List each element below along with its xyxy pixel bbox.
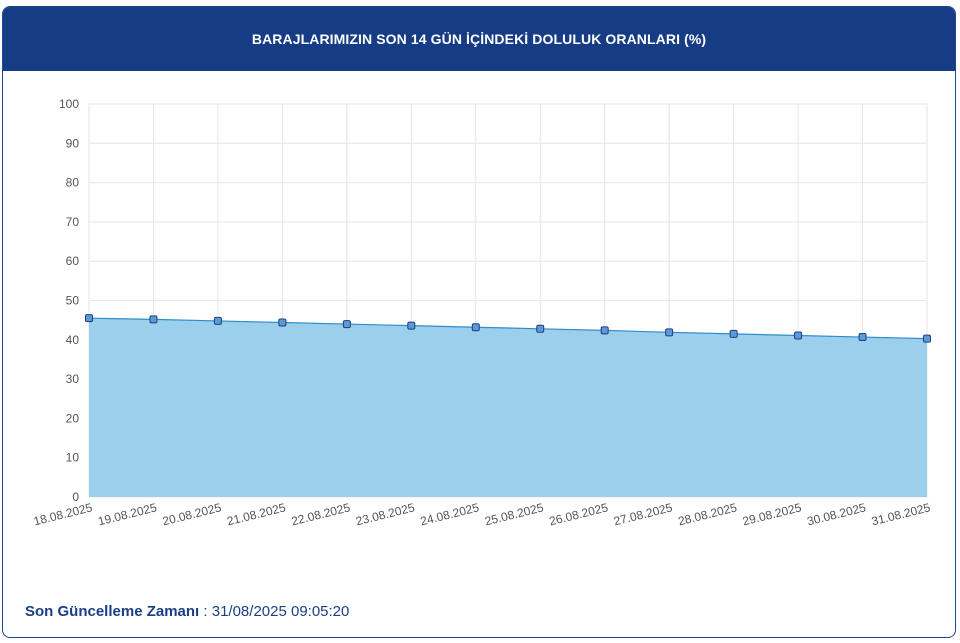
chart-card: BARAJLARIMIZIN SON 14 GÜN İÇİNDEKİ DOLUL… — [2, 6, 956, 638]
x-tick-label: 25.08.2025 — [483, 500, 545, 528]
data-point — [407, 321, 416, 330]
area-series — [88, 317, 928, 497]
x-tick-label: 24.08.2025 — [419, 500, 481, 528]
last-update-value: 31/08/2025 09:05:20 — [211, 603, 350, 620]
y-tick-label: 30 — [66, 372, 80, 386]
x-tick-label: 31.08.2025 — [870, 500, 932, 528]
x-tick-label: 20.08.2025 — [161, 500, 223, 528]
data-point — [729, 329, 738, 338]
x-tick-label: 19.08.2025 — [97, 500, 159, 528]
y-tick-label: 50 — [66, 294, 80, 308]
data-point — [149, 315, 158, 324]
y-axis-ticks: 0 10 20 30 40 50 60 70 80 90 100 — [59, 97, 79, 504]
last-update-separator: : — [199, 603, 212, 620]
data-point — [85, 314, 93, 323]
x-tick-label: 21.08.2025 — [225, 500, 287, 528]
data-point — [213, 316, 222, 325]
y-tick-label: 80 — [66, 176, 80, 190]
x-tick-label: 30.08.2025 — [806, 500, 868, 528]
markers — [85, 314, 931, 343]
x-tick-label: 29.08.2025 — [741, 500, 803, 528]
chart-area: 0 10 20 30 40 50 60 70 80 90 100 18.08.2025 19.08.2… — [32, 97, 932, 528]
y-tick-label: 100 — [59, 97, 79, 111]
y-tick-label: 60 — [66, 254, 80, 268]
data-point — [858, 333, 867, 342]
x-tick-label: 28.08.2025 — [677, 500, 739, 528]
area-fill — [89, 318, 927, 497]
data-point — [536, 324, 545, 333]
x-tick-label: 18.08.2025 — [32, 500, 94, 528]
data-point — [794, 331, 803, 340]
y-tick-label: 20 — [66, 411, 80, 425]
data-point — [665, 328, 674, 337]
last-update: Son Güncelleme Zamanı : 31/08/2025 09:05… — [25, 603, 349, 620]
x-tick-label: 26.08.2025 — [548, 500, 610, 528]
y-tick-label: 10 — [66, 451, 80, 465]
series-line — [88, 317, 928, 340]
data-point — [278, 318, 287, 327]
chart-title: BARAJLARIMIZIN SON 14 GÜN İÇİNDEKİ DOLUL… — [251, 31, 707, 47]
x-tick-label: 22.08.2025 — [290, 500, 352, 528]
x-axis-ticks: 18.08.2025 19.08.2025 20.08.2025 21.08.2025… — [32, 500, 932, 528]
data-point — [342, 320, 351, 329]
data-point — [471, 323, 480, 332]
x-tick-label: 27.08.2025 — [612, 500, 674, 528]
last-update-label: Son Güncelleme Zamanı — [25, 603, 200, 620]
y-tick-label: 40 — [66, 333, 80, 347]
y-tick-label: 90 — [66, 136, 80, 150]
data-point — [923, 334, 931, 343]
data-point — [600, 326, 609, 335]
x-tick-label: 23.08.2025 — [354, 500, 416, 528]
chart-header: BARAJLARIMIZIN SON 14 GÜN İÇİNDEKİ DOLUL… — [3, 7, 955, 71]
y-tick-label: 70 — [66, 215, 80, 229]
y-tick-label: 0 — [72, 490, 79, 504]
